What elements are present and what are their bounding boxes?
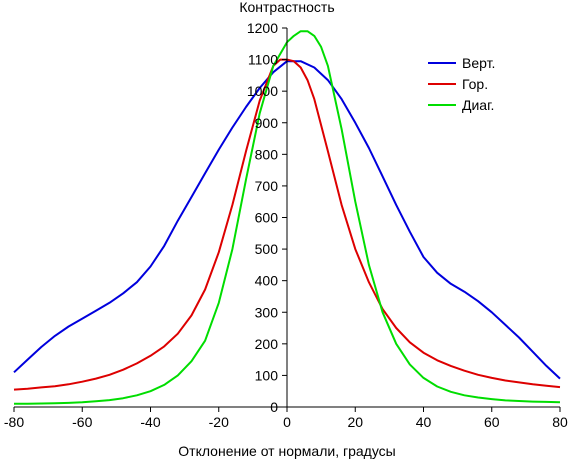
y-axis-title: Контрастность [239, 0, 334, 15]
y-tick-label: 100 [255, 367, 279, 383]
x-tick-label: -20 [209, 414, 229, 430]
y-tick-label: 300 [255, 304, 279, 320]
legend-label: Диаг. [462, 97, 494, 113]
y-tick-label: 800 [255, 146, 279, 162]
y-tick-label: 200 [255, 336, 279, 352]
series-line-2 [13, 58, 561, 391]
x-axis-title: Отклонение от нормали, градусы [178, 443, 395, 459]
x-tick-label: 60 [484, 414, 500, 430]
x-tick-label: 0 [283, 414, 291, 430]
x-tick-label: -40 [140, 414, 160, 430]
y-tick-label: 1200 [247, 20, 278, 36]
y-tick-label: 0 [270, 399, 278, 415]
x-tick-label: 80 [552, 414, 568, 430]
y-tick-label: 900 [255, 115, 279, 131]
x-tick-label: 20 [347, 414, 363, 430]
y-tick-label: 400 [255, 273, 279, 289]
y-tick-label: 700 [255, 178, 279, 194]
legend: Верт. Гор. Диаг. [428, 55, 495, 113]
x-tick-label: -80 [4, 414, 24, 430]
y-tick-label: 1000 [247, 83, 278, 99]
series-line-3 [14, 30, 561, 405]
legend-label: Гор. [462, 76, 488, 92]
x-tick-label: 40 [416, 414, 432, 430]
legend-label: Верт. [462, 55, 495, 71]
axis-layer: -80 -60 -40 -20 0 20 40 60 800100200300400500600… [4, 20, 568, 430]
y-tick-label: 500 [255, 241, 279, 257]
y-tick-label: 1100 [248, 52, 278, 68]
y-tick-label: 600 [255, 210, 279, 226]
x-tick-label: -60 [72, 414, 92, 430]
